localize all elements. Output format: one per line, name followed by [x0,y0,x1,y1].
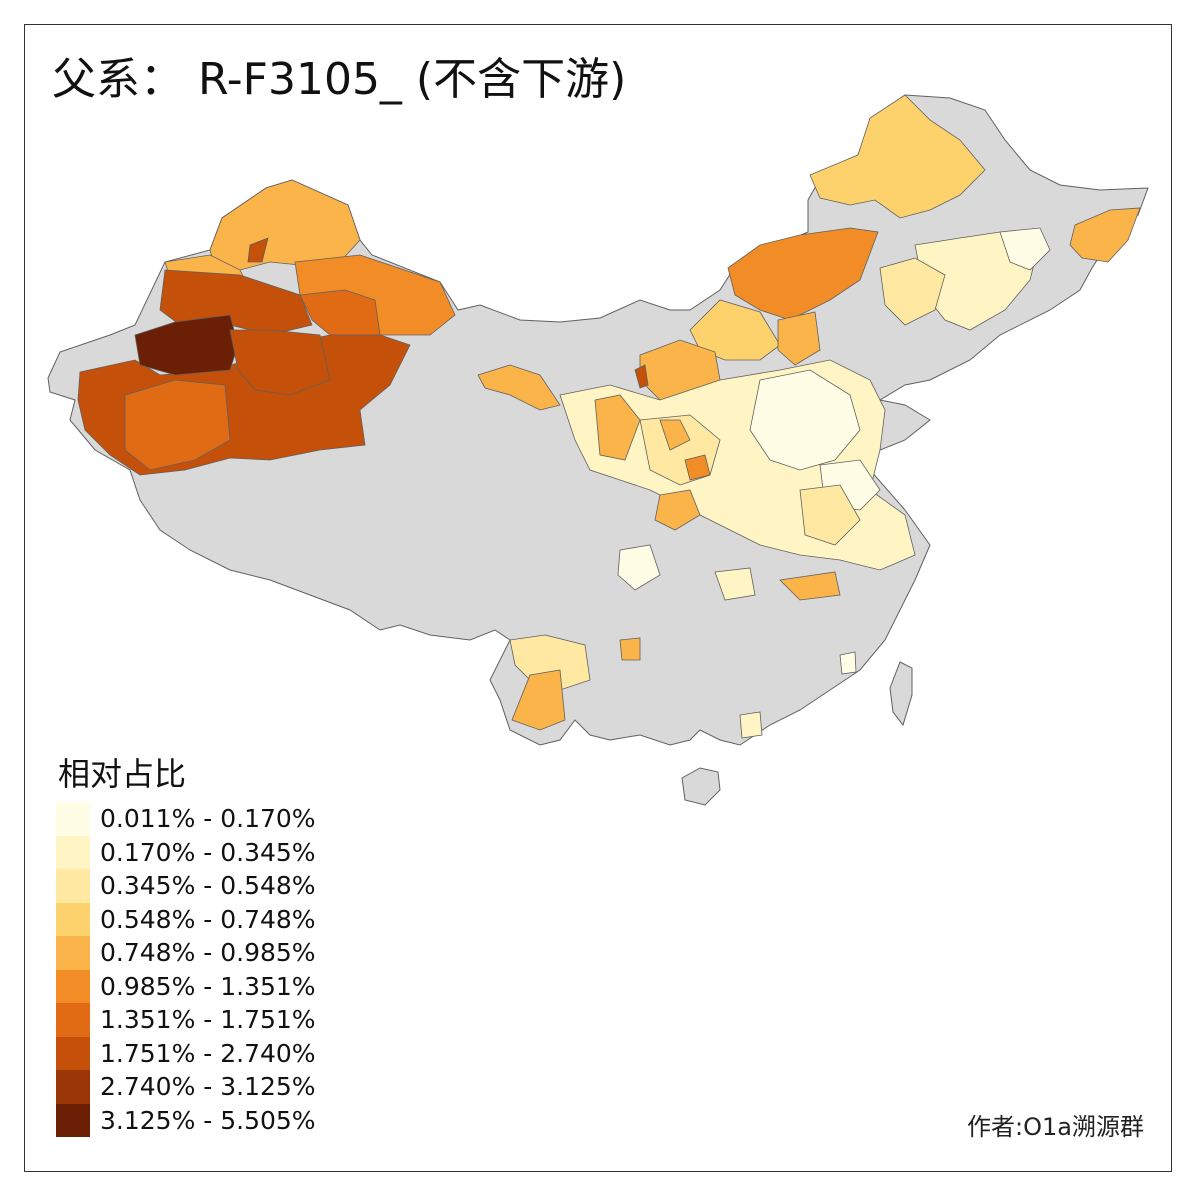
legend-label: 0.748% - 0.985% [100,938,316,968]
region-guangdong-spot [739,711,763,739]
region-shanxi-spot [684,454,711,481]
region-aksu-core [134,314,239,376]
legend-swatch [56,902,90,936]
region-liaoning [879,257,946,326]
region-north-plain-pale [749,369,861,471]
legend-item: 0.345% - 0.548% [56,869,316,903]
legend-swatch [56,802,90,836]
taiwan-island [889,661,913,727]
legend-label: 3.125% - 5.505% [100,1105,316,1135]
legend-swatch [56,869,90,903]
region-altay [209,179,361,271]
legend-label: 1.351% - 1.751% [100,1005,316,1035]
region-xilingol [727,227,879,321]
legend-label: 2.740% - 3.125% [100,1072,316,1102]
legend-label: 0.345% - 0.548% [100,871,316,901]
legend-item: 1.351% - 1.751% [56,1003,316,1037]
author-credit: 作者:O1a溯源群 [967,1113,1144,1141]
legend: 相对占比 0.011% - 0.170% 0.170% - 0.345% 0.3… [56,758,316,1137]
legend-label: 0.985% - 1.351% [100,971,316,1001]
map-title: 父系： R-F3105_ (不含下游) [52,54,627,105]
legend-title: 相对占比 [58,755,187,793]
legend-item: 0.170% - 0.345% [56,835,316,869]
region-ordos [477,364,561,411]
legend-label: 0.170% - 0.345% [100,837,316,867]
region-hulunbuir [809,94,986,219]
region-baotou-strip [634,364,649,389]
legend-item: 3.125% - 5.505% [56,1103,316,1137]
region-sichuan-north [617,544,661,591]
region-kumul [229,329,331,396]
legend-label: 0.011% - 0.170% [100,804,316,834]
legend-swatch [56,969,90,1003]
region-yulin [659,419,691,451]
legend-swatch [56,1036,90,1070]
region-huaihe [799,484,861,546]
legend-swatch [56,835,90,869]
region-karamay [247,237,269,263]
legend-label: 0.548% - 0.748% [100,904,316,934]
legend-swatch [56,936,90,970]
region-chongqing-spot [619,637,641,661]
region-hanzhong [654,489,701,531]
legend-item: 1.751% - 2.740% [56,1036,316,1070]
legend-label: 1.751% - 2.740% [100,1038,316,1068]
legend-swatch [56,1103,90,1137]
region-yunnan-south [511,669,566,731]
legend-item: 0.011% - 0.170% [56,802,316,836]
region-northeast-pale [999,227,1051,271]
legend-item: 0.985% - 1.351% [56,969,316,1003]
region-heilongjiang-east [1069,207,1141,263]
region-liaoning-coast [777,311,821,366]
legend-swatch [56,1003,90,1037]
legend-swatch [56,1070,90,1104]
legend-item: 0.548% - 0.748% [56,902,316,936]
hainan-island [681,767,721,806]
region-bortala [124,379,231,471]
region-hubei [779,571,841,601]
region-ningxia [594,394,641,461]
region-hunan-spot [714,567,756,601]
legend-item: 0.748% - 0.985% [56,936,316,970]
legend-item: 2.740% - 3.125% [56,1070,316,1104]
region-fujian-spot [839,651,857,675]
